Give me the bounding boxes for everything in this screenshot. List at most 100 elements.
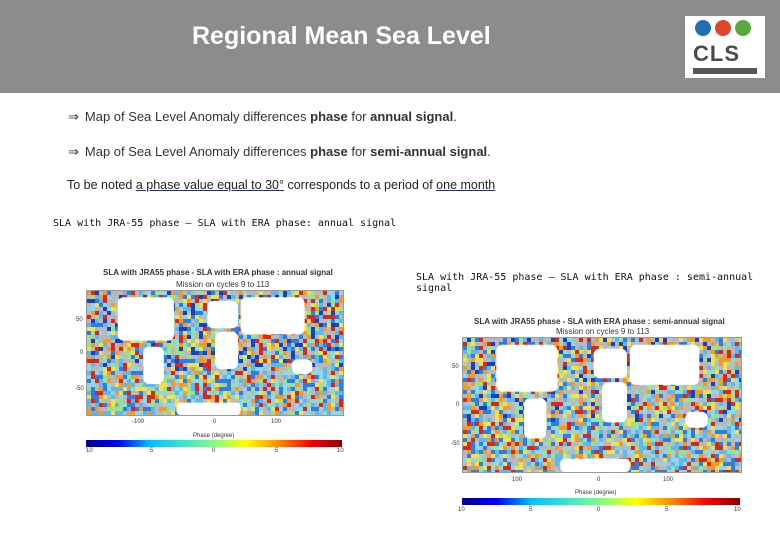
- map-cell: [183, 295, 187, 299]
- map-cell: [143, 291, 147, 295]
- map-cell: [271, 347, 275, 351]
- map-cell: [95, 339, 99, 343]
- map-cell: [111, 363, 115, 367]
- map-cell: [495, 426, 499, 430]
- map-cell: [639, 446, 643, 450]
- map-cell: [103, 367, 107, 371]
- semi-ytick: -50: [451, 441, 460, 447]
- map-cell: [479, 362, 483, 366]
- map-cell: [723, 434, 727, 438]
- map-cell: [203, 391, 207, 395]
- map-cell: [631, 426, 635, 430]
- map-cell: [595, 410, 599, 414]
- map-cell: [507, 418, 511, 422]
- map-cell: [659, 390, 663, 394]
- map-cell: [711, 410, 715, 414]
- map-cell: [91, 359, 95, 363]
- map-cell: [735, 466, 739, 470]
- map-cell: [547, 414, 551, 418]
- map-cell: [555, 458, 559, 462]
- map-cell: [563, 438, 567, 442]
- map-cell: [323, 295, 327, 299]
- bullet-text: .: [487, 144, 491, 159]
- map-cell: [475, 378, 479, 382]
- map-cell: [703, 446, 707, 450]
- map-cell: [739, 442, 741, 446]
- map-cell: [627, 358, 631, 362]
- map-cell: [311, 291, 315, 295]
- map-cell: [163, 379, 167, 383]
- map-cell: [163, 347, 167, 351]
- map-cell: [723, 470, 727, 472]
- map-cell: [599, 402, 603, 406]
- map-cell: [195, 391, 199, 395]
- map-cell: [599, 342, 603, 346]
- map-cell: [559, 394, 563, 398]
- map-cell: [87, 371, 91, 375]
- map-cell: [483, 466, 487, 470]
- map-cell: [639, 402, 643, 406]
- map-cell: [655, 342, 659, 346]
- map-cell: [731, 366, 735, 370]
- map-cell: [579, 410, 583, 414]
- map-cell: [715, 394, 719, 398]
- map-cell: [471, 438, 475, 442]
- map-cell: [683, 470, 687, 472]
- map-cell: [487, 390, 491, 394]
- map-cell: [111, 375, 115, 379]
- map-cell: [635, 406, 639, 410]
- map-cell: [339, 383, 343, 387]
- map-cell: [563, 394, 567, 398]
- map-cell: [107, 375, 111, 379]
- map-cell: [627, 446, 631, 450]
- map-cell: [247, 379, 251, 383]
- map-cell: [479, 398, 483, 402]
- map-cell: [559, 470, 563, 472]
- map-cell: [183, 347, 187, 351]
- map-cell: [727, 378, 731, 382]
- map-cell: [691, 430, 695, 434]
- map-cell: [191, 347, 195, 351]
- map-cell: [219, 327, 223, 331]
- map-cell: [311, 335, 315, 339]
- map-cell: [711, 462, 715, 466]
- map-cell: [287, 343, 291, 347]
- map-cell: [235, 367, 239, 371]
- map-cell: [675, 342, 679, 346]
- map-cell: [191, 359, 195, 363]
- map-cell: [175, 395, 179, 399]
- map-cell: [647, 454, 651, 458]
- map-cell: [463, 454, 467, 458]
- map-cell: [103, 411, 107, 415]
- map-cell: [551, 394, 555, 398]
- map-cell: [639, 398, 643, 402]
- map-cell: [699, 354, 703, 358]
- map-cell: [255, 399, 259, 403]
- map-cell: [327, 347, 331, 351]
- map-cell: [531, 446, 535, 450]
- map-cell: [687, 466, 691, 470]
- map-cell: [499, 434, 503, 438]
- map-cell: [731, 350, 735, 354]
- map-cell: [655, 338, 659, 342]
- map-cell: [631, 454, 635, 458]
- map-cell: [307, 355, 311, 359]
- map-cell: [131, 375, 135, 379]
- map-cell: [703, 342, 707, 346]
- map-cell: [491, 406, 495, 410]
- map-cell: [515, 446, 519, 450]
- semi-map-title: SLA with JRA55 phase - SLA with ERA phas…: [474, 317, 725, 326]
- map-cell: [127, 291, 131, 295]
- map-cell: [243, 407, 247, 411]
- map-cell: [543, 438, 547, 442]
- map-cell: [503, 338, 507, 342]
- map-cell: [147, 391, 151, 395]
- bullet-text: for: [347, 144, 371, 159]
- map-cell: [463, 446, 467, 450]
- map-cell: [467, 358, 471, 362]
- map-cell: [311, 391, 315, 395]
- map-cell: [711, 450, 715, 454]
- map-cell: [663, 406, 667, 410]
- map-cell: [303, 383, 307, 387]
- map-cell: [739, 466, 741, 470]
